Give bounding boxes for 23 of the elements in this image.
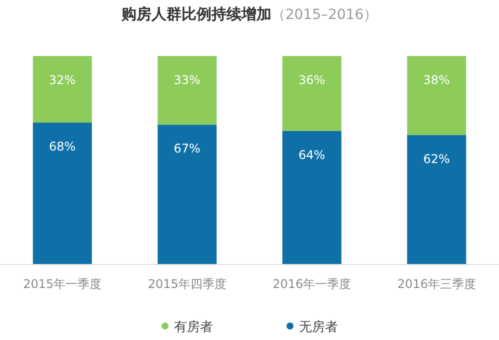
data-label: 64% bbox=[298, 148, 326, 162]
x-tick-label: 2015年一季度 bbox=[23, 277, 102, 291]
bar bbox=[158, 124, 217, 264]
bar bbox=[32, 56, 92, 123]
data-label: 38% bbox=[423, 73, 450, 87]
legend-label: 有房者 bbox=[174, 319, 213, 335]
data-label: 67% bbox=[174, 142, 200, 156]
x-tick-label: 2015年四季度 bbox=[148, 277, 226, 291]
data-label: 62% bbox=[423, 152, 450, 166]
chart-title: 购房人群比例持续增加（2015–2016） bbox=[120, 5, 378, 23]
x-tick-label: 2016年一季度 bbox=[272, 277, 352, 291]
bar bbox=[282, 130, 342, 264]
x-tick-label: 2016年三季度 bbox=[397, 277, 476, 291]
data-label: 36% bbox=[298, 73, 326, 87]
bar bbox=[158, 56, 217, 125]
data-label: 32% bbox=[49, 73, 76, 87]
legend-label: 无房者 bbox=[299, 319, 338, 335]
bar bbox=[407, 135, 466, 264]
bar bbox=[407, 56, 466, 136]
data-label: 68% bbox=[49, 140, 76, 154]
data-label: 33% bbox=[174, 73, 200, 87]
bar bbox=[282, 56, 342, 131]
bar bbox=[32, 122, 92, 264]
